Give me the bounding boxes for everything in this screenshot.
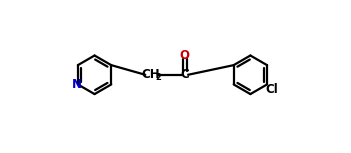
Text: O: O	[180, 49, 190, 62]
Text: C: C	[180, 68, 189, 81]
Text: Cl: Cl	[265, 83, 278, 96]
Text: N: N	[72, 78, 82, 91]
Text: 2: 2	[155, 73, 161, 82]
Text: CH: CH	[141, 68, 159, 81]
